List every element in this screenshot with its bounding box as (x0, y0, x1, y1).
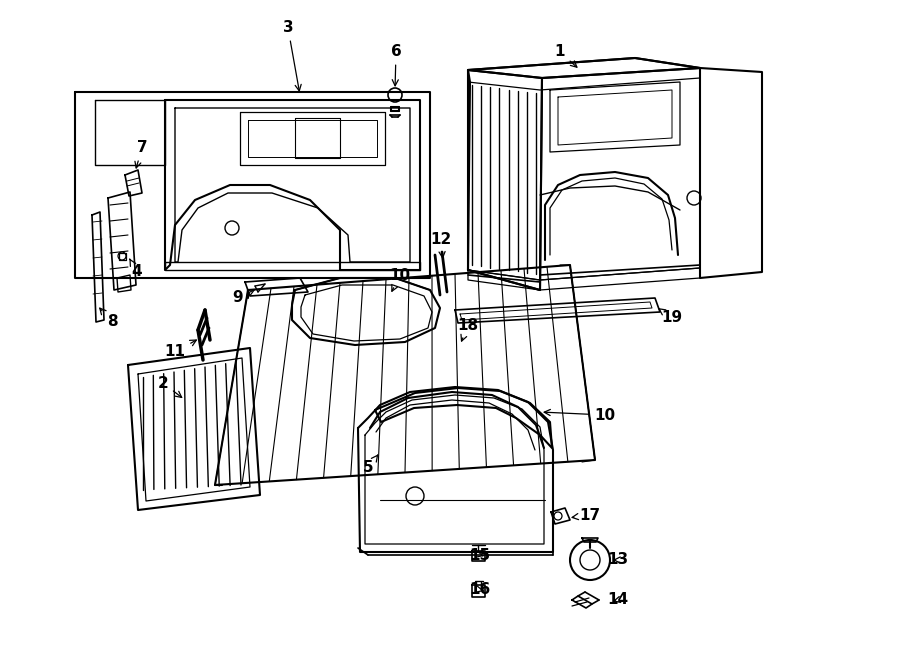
Text: 14: 14 (608, 592, 628, 607)
Text: 9: 9 (233, 290, 255, 305)
Text: 16: 16 (470, 582, 490, 598)
Text: 4: 4 (130, 259, 142, 280)
Text: 5: 5 (363, 455, 378, 475)
Text: 13: 13 (608, 553, 628, 568)
Text: 3: 3 (283, 20, 302, 91)
Text: 11: 11 (165, 340, 196, 360)
Text: 17: 17 (572, 508, 600, 522)
Text: 15: 15 (470, 547, 490, 563)
Text: 19: 19 (659, 309, 682, 325)
Text: 6: 6 (391, 44, 401, 86)
Text: 10: 10 (544, 407, 616, 422)
Text: 18: 18 (457, 317, 479, 341)
Text: 10: 10 (390, 268, 410, 292)
Text: 7: 7 (135, 141, 148, 168)
Text: 8: 8 (100, 308, 117, 329)
Text: 2: 2 (158, 375, 182, 397)
Text: 12: 12 (430, 233, 452, 258)
Text: 1: 1 (554, 44, 577, 67)
